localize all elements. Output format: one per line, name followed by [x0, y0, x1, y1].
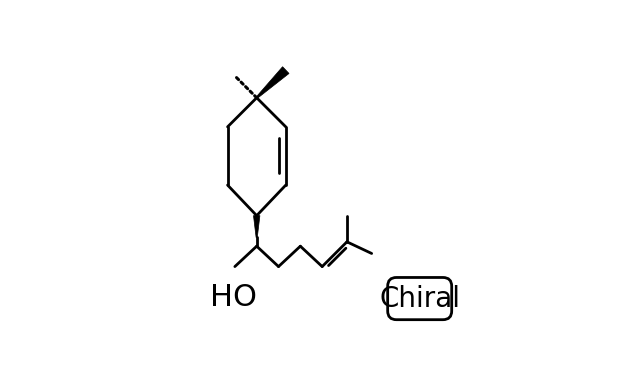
Text: HO: HO — [210, 283, 257, 311]
Polygon shape — [256, 67, 289, 98]
Polygon shape — [253, 215, 260, 237]
FancyBboxPatch shape — [388, 277, 452, 320]
Text: Chiral: Chiral — [379, 285, 460, 313]
